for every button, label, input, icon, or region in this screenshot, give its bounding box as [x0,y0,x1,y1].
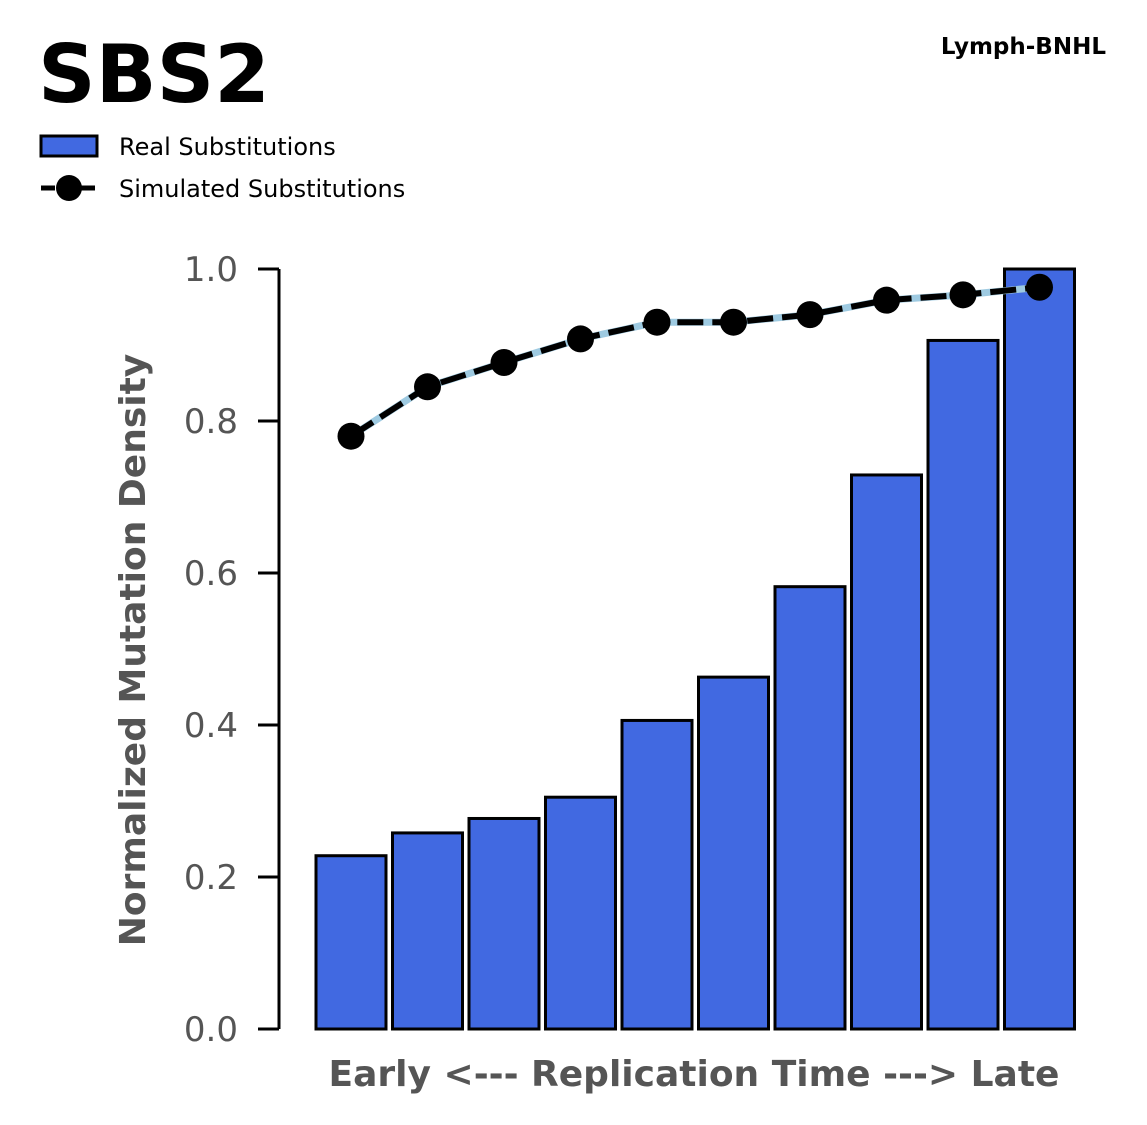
y-tick-label: 0.0 [184,1010,238,1050]
bar [1003,267,1076,1031]
bar [926,338,1000,1031]
simulated-point [643,308,671,336]
y-tick-label: 0.2 [184,858,238,898]
bar [620,718,694,1031]
legend-marker-simulated [56,175,82,201]
bar [391,831,464,1031]
y-tick-label: 0.6 [184,554,238,594]
y-tick-label: 0.4 [184,706,238,746]
simulated-point [720,308,747,336]
x-axis-label: Early <--- Replication Time ---> Late [329,1054,1060,1095]
y-ticks: 0.0 0.2 0.4 0.6 0.8 1.0 [184,250,279,1050]
bar [544,795,617,1031]
y-axis: 0.0 0.2 0.4 0.6 0.8 1.0 [184,250,281,1050]
simulated-line [349,284,1040,439]
chart-subtitle: Lymph-BNHL [941,34,1106,60]
simulated-point [1026,273,1053,301]
legend-label-real: Real Substitutions [119,133,336,161]
simulated-point [873,286,900,314]
y-axis-label: Normalized Mutation Density [113,354,154,947]
simulated-point [949,281,977,309]
y-tick-label: 1.0 [184,250,238,290]
simulated-point [337,422,365,450]
simulated-point [414,373,441,401]
legend-swatch-real [39,134,99,158]
y-tick-label: 0.8 [184,402,238,442]
line-series-simulated [337,273,1053,450]
legend: Real Substitutions Simulated Substitutio… [39,133,405,203]
bar [773,585,847,1031]
simulated-point [490,348,518,376]
bar [314,854,388,1031]
simulated-point [796,301,824,329]
bar-series-real [314,267,1076,1031]
bar [850,473,923,1031]
simulated-point [567,325,594,353]
bar [697,675,770,1031]
chart-title: SBS2 [38,28,270,121]
bar [467,816,541,1031]
legend-label-simulated: Simulated Substitutions [119,175,405,203]
